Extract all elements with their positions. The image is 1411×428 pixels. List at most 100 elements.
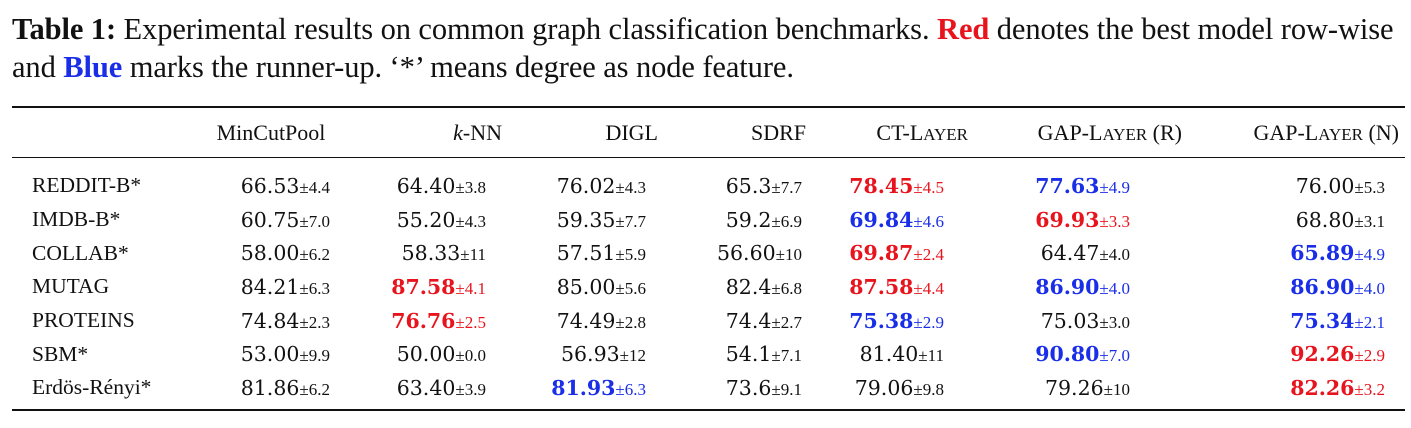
top-rule xyxy=(12,106,1405,108)
result-cell: 65.89±4.9 xyxy=(1188,236,1405,270)
result-cell: 55.20±4.3 xyxy=(352,203,508,237)
result-mean: 86.90 xyxy=(1035,274,1100,299)
result-std: ±4.1 xyxy=(455,278,486,298)
result-mean: 79.26 xyxy=(1044,375,1104,400)
dataset-name: Erdös-Rényi* xyxy=(32,375,152,400)
caption-label: Table 1: xyxy=(12,12,116,46)
result-std: ±6.2 xyxy=(299,379,330,399)
result-mean: 74.4 xyxy=(725,308,772,333)
header-dataset xyxy=(12,108,190,157)
result-cell: 76.76±2.5 xyxy=(352,304,508,338)
header-mincutpool: MinCutPool xyxy=(216,119,326,145)
result-std: ±5.9 xyxy=(615,245,646,265)
result-std: ±3.9 xyxy=(455,379,486,399)
result-std: ±6.2 xyxy=(299,245,330,265)
result-mean: 86.90 xyxy=(1290,274,1355,299)
result-cell: 66.53±4.4 xyxy=(190,169,352,203)
result-mean: 82.26 xyxy=(1290,375,1355,400)
result-mean: 56.93 xyxy=(560,342,620,367)
result-cell: 60.75±7.0 xyxy=(190,203,352,237)
result-std: ±2.9 xyxy=(913,312,944,332)
result-std: ±5.3 xyxy=(1354,177,1385,197)
result-cell: 79.26±10 xyxy=(974,371,1188,405)
dataset-name: SBM* xyxy=(32,341,89,366)
result-mean: 58.00 xyxy=(240,241,300,266)
header-rule xyxy=(12,157,1405,158)
result-std: ±3.0 xyxy=(1099,312,1130,332)
dataset-name: IMDB-B* xyxy=(32,207,121,232)
header-digl: DIGL xyxy=(605,119,658,145)
header-knn: k-NN xyxy=(453,119,502,145)
result-mean: 84.21 xyxy=(240,274,300,299)
result-cell: 75.34±2.1 xyxy=(1188,304,1405,338)
result-cell: 84.21±6.3 xyxy=(190,270,352,304)
result-std: ±7.0 xyxy=(1099,346,1130,366)
result-mean: 57.51 xyxy=(556,241,616,266)
result-cell: 69.87±2.4 xyxy=(812,236,974,270)
result-std: ±7.0 xyxy=(299,211,330,231)
table-row: COLLAB* 58.00±6.2 58.33±11 57.51±5.9 56.60±1… xyxy=(12,236,1405,270)
result-std: ±9.9 xyxy=(299,346,330,366)
result-cell: 76.00±5.3 xyxy=(1188,169,1405,203)
result-mean: 76.02 xyxy=(556,173,616,198)
result-cell: 57.51±5.9 xyxy=(508,236,664,270)
dataset-name: COLLAB* xyxy=(32,240,129,265)
result-cell: 77.63±4.9 xyxy=(974,169,1188,203)
result-std: ±4.0 xyxy=(1099,245,1130,265)
dataset-name: MUTAG xyxy=(32,274,110,299)
result-cell: 76.02±4.3 xyxy=(508,169,664,203)
result-cell: 78.45±4.5 xyxy=(812,169,974,203)
table-body: REDDIT-B* 66.53±4.4 64.40±3.8 76.02±4.3 65.3… xyxy=(12,157,1405,405)
result-std: ±2.9 xyxy=(1354,346,1385,366)
result-std: ±3.2 xyxy=(1354,379,1385,399)
result-std: ±4.6 xyxy=(913,211,944,231)
results-table: MinCutPool k-NN DIGL SDRF CT-LAYER GAP-L… xyxy=(12,108,1405,405)
result-mean: 74.49 xyxy=(556,308,616,333)
result-mean: 66.53 xyxy=(240,173,300,198)
result-mean: 77.63 xyxy=(1035,173,1100,198)
result-std: ±3.3 xyxy=(1099,211,1130,231)
result-std: ±4.9 xyxy=(1354,245,1385,265)
result-mean: 73.6 xyxy=(725,375,772,400)
result-mean: 82.4 xyxy=(725,274,772,299)
result-std: ±2.5 xyxy=(455,312,486,332)
result-mean: 65.3 xyxy=(725,173,772,198)
result-cell: 73.6±9.1 xyxy=(664,371,812,405)
result-cell: 86.90±4.0 xyxy=(1188,270,1405,304)
result-cell: 90.80±7.0 xyxy=(974,337,1188,371)
result-mean: 55.20 xyxy=(396,207,456,232)
result-mean: 85.00 xyxy=(556,274,616,299)
result-mean: 69.93 xyxy=(1035,207,1100,232)
result-mean: 50.00 xyxy=(396,342,456,367)
result-mean: 78.45 xyxy=(849,173,914,198)
dataset-name: PROTEINS xyxy=(32,308,135,333)
table-caption: Table 1: Experimental results on common … xyxy=(12,10,1407,86)
table-row: SBM* 53.00±9.9 50.00±0.0 56.93±12 54.1±7.1 81… xyxy=(12,337,1405,371)
result-mean: 68.80 xyxy=(1295,207,1355,232)
result-std: ±0.0 xyxy=(455,346,486,366)
result-mean: 75.38 xyxy=(849,308,914,333)
result-cell: 69.93±3.3 xyxy=(974,203,1188,237)
caption-red-word: Red xyxy=(937,12,990,46)
result-mean: 87.58 xyxy=(391,274,456,299)
result-cell: 75.38±2.9 xyxy=(812,304,974,338)
result-mean: 92.26 xyxy=(1290,342,1355,367)
result-std: ±6.8 xyxy=(771,278,802,298)
dataset-name: REDDIT-B* xyxy=(32,173,142,198)
result-std: ±2.4 xyxy=(913,245,944,265)
result-std: ±2.7 xyxy=(771,312,802,332)
caption-text-2: denotes the best model row-wise and xyxy=(12,12,1394,84)
result-cell: 54.1±7.1 xyxy=(664,337,812,371)
result-cell: 56.93±12 xyxy=(508,337,664,371)
result-std: ±7.7 xyxy=(615,211,646,231)
result-cell: 82.4±6.8 xyxy=(664,270,812,304)
result-std: ±4.4 xyxy=(913,278,944,298)
result-cell: 87.58±4.4 xyxy=(812,270,974,304)
result-std: ±7.1 xyxy=(771,346,802,366)
result-std: ±9.8 xyxy=(913,379,944,399)
result-std: ±3.1 xyxy=(1354,211,1385,231)
caption-blue-word: Blue xyxy=(63,50,123,84)
result-std: ±4.9 xyxy=(1099,177,1130,197)
result-cell: 58.00±6.2 xyxy=(190,236,352,270)
table-row: REDDIT-B* 66.53±4.4 64.40±3.8 76.02±4.3 65.3… xyxy=(12,169,1405,203)
